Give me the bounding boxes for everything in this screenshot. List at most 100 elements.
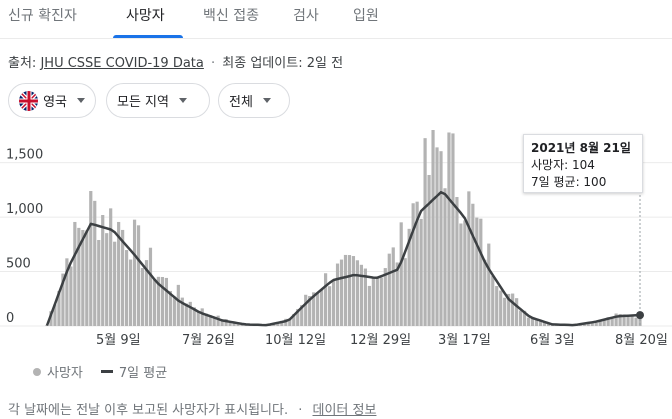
chart-bar [164, 277, 168, 326]
chart-bar [128, 259, 133, 326]
chart-bar [431, 130, 435, 326]
data-source-line: 출처: JHU CSSE COVID-19 Data · 최종 업데이트: 2일… [8, 52, 343, 71]
footer-text: 각 날짜에는 전날 이후 보고된 사망자가 표시됩니다. [8, 403, 289, 418]
tab-hospitalizations[interactable]: 입원 [353, 8, 379, 24]
chart-bar [534, 318, 539, 326]
legend-line-swatch [100, 370, 113, 373]
chart-bar [479, 218, 483, 326]
tab-vaccinations[interactable]: 백신 접종 [203, 8, 259, 24]
period-label: 전체 [229, 95, 253, 110]
chart-bar [487, 243, 491, 326]
chart-bar [224, 319, 228, 326]
chart-bar [471, 203, 475, 326]
chart-bar [176, 284, 180, 326]
x-tick-label: 3월 17일 [438, 333, 491, 348]
chart-bar [192, 307, 196, 326]
chart-tooltip: 2021년 8월 21일 사망자: 104 7일 평균: 100 [523, 134, 643, 193]
chart-bar [343, 254, 348, 326]
chart-bar [630, 315, 634, 326]
chart-bar [606, 317, 610, 326]
chart-bar [542, 321, 547, 326]
chart-bar [228, 321, 232, 326]
hover-point [636, 311, 644, 320]
chart-bar [335, 263, 340, 326]
chart-bar [304, 294, 308, 326]
chart-bar [53, 304, 57, 326]
chart-bar [475, 217, 479, 326]
chart-bar [204, 313, 208, 326]
country-dropdown[interactable]: 영국 [8, 83, 96, 118]
tooltip-average: 7일 평균: 100 [531, 175, 607, 189]
chart-bar [296, 309, 300, 326]
tab-new-cases[interactable]: 신규 확진자 [8, 8, 77, 24]
chart-bar [467, 191, 471, 326]
deaths-chart: 0 500 1,000 1,500 5월 9일 7월 26일 10월 12일 12월 29일… [0, 130, 672, 348]
y-tick-label: 1,000 [6, 202, 43, 217]
tab-tests[interactable]: 검사 [293, 8, 319, 24]
chart-bar [526, 317, 531, 326]
chart-bar [65, 258, 69, 326]
chart-bar [598, 319, 602, 326]
data-info-link[interactable]: 데이터 정보 [312, 403, 377, 418]
chart-bar [602, 319, 606, 326]
x-tick-label: 10월 12일 [265, 333, 326, 348]
chart-bar [367, 285, 371, 326]
chart-bar [148, 247, 153, 326]
chart-bar [411, 203, 415, 326]
chart-bar [387, 253, 391, 326]
chart-bar [97, 239, 101, 326]
chart-bar [136, 225, 141, 326]
chart-bar [419, 218, 423, 326]
chart-bar [522, 310, 527, 326]
chart-bar [113, 241, 117, 326]
chart-bar [49, 311, 53, 326]
chart-bar [288, 319, 292, 326]
chart-bar [77, 227, 81, 326]
country-label: 영국 [43, 95, 67, 110]
x-tick-label: 6월 3일 [530, 333, 575, 348]
source-link[interactable]: JHU CSSE COVID-19 Data [40, 56, 204, 71]
chevron-down-icon [77, 98, 85, 103]
chart-bar [355, 260, 360, 326]
chart-bar [212, 318, 216, 326]
chart-bar [124, 250, 129, 326]
period-dropdown[interactable]: 전체 [218, 83, 290, 118]
chart-bar [614, 313, 618, 326]
chart-bar [455, 197, 459, 326]
chart-bar [351, 256, 356, 326]
y-axis-labels: 0 500 1,000 1,500 [6, 148, 43, 326]
chart-bar [582, 324, 586, 326]
chart-bar [312, 292, 316, 326]
chart-bar [626, 316, 630, 326]
chart-bar [435, 147, 439, 326]
chart-bar [538, 321, 543, 326]
y-tick-label: 1,500 [6, 148, 43, 163]
chart-bar [327, 286, 332, 326]
chart-bar [132, 219, 137, 326]
source-separator: · [211, 56, 216, 71]
chart-bar [459, 223, 463, 326]
chart-bar [511, 293, 515, 326]
chart-bar [515, 298, 519, 326]
chart-bar [117, 221, 121, 326]
x-tick-label: 12월 29일 [350, 333, 411, 348]
x-tick-label: 5월 9일 [96, 333, 141, 348]
chart-bar [284, 318, 288, 326]
chart-bar [395, 262, 399, 326]
chart-bar [483, 259, 487, 326]
chart-bar [172, 296, 176, 326]
tab-deaths[interactable]: 사망자 [126, 8, 165, 24]
chart-bar [439, 151, 443, 326]
active-tab-indicator [113, 35, 183, 38]
chart-bar [160, 276, 165, 326]
chart-bar [140, 267, 145, 326]
chart-bar [423, 138, 427, 326]
chart-bar [144, 260, 149, 326]
region-dropdown[interactable]: 모든 지역 [106, 83, 210, 118]
chart-bar [339, 259, 344, 326]
chart-bar [168, 290, 172, 326]
chart-bar [208, 315, 212, 326]
chart-bar [85, 230, 89, 326]
metric-tabs: 신규 확진자 사망자 백신 접종 검사 입원 [0, 0, 672, 39]
y-tick-label: 0 [6, 311, 14, 326]
